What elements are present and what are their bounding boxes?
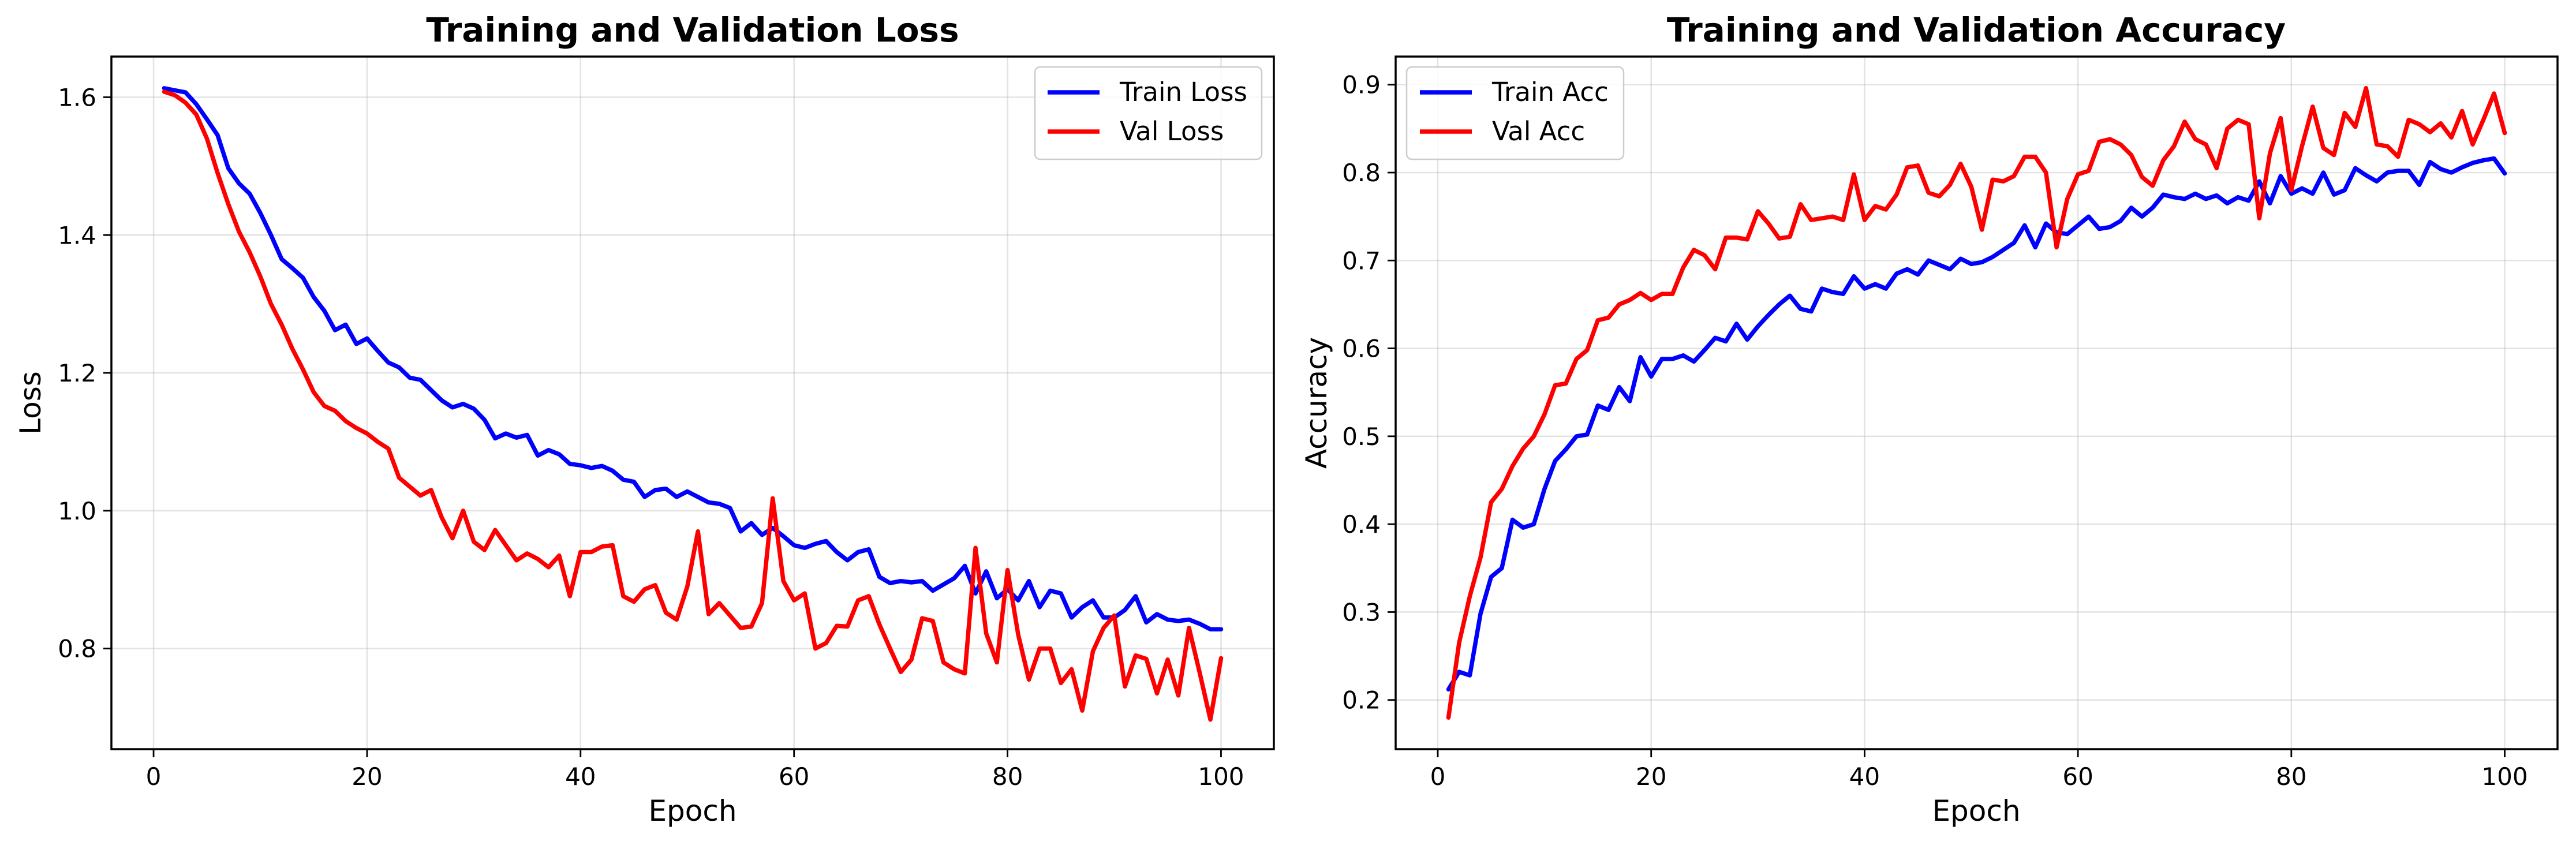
loss-y-tick-label: 1.6 [58, 83, 96, 111]
loss-ticks: 0 20 40 60 80 100 0.8 1.0 1.2 1.4 1.6 [58, 83, 1244, 791]
loss-x-axis-label: Epoch [648, 794, 736, 828]
accuracy-chart: 0 20 40 60 80 100 0.2 0.3 0.4 0.5 0.6 0.7 0.8 0.9 Tra… [1300, 10, 2559, 828]
loss-series-line-val-loss [162, 89, 1224, 722]
acc-y-tick-label: 0.8 [1342, 159, 1381, 187]
loss-x-tick-label: 20 [352, 762, 382, 791]
loss-chart-title: Training and Validation Loss [426, 10, 959, 50]
accuracy-legend: Train Acc Val Acc [1405, 66, 1625, 160]
loss-y-tick-label: 0.8 [58, 635, 96, 663]
loss-gridlines [111, 57, 1274, 749]
loss-legend-label-train: Train Loss [1119, 77, 1247, 107]
acc-y-tick-label: 0.7 [1342, 246, 1381, 275]
loss-chart: 0 20 40 60 80 100 0.8 1.0 1.2 1.4 1.6 Training and… [14, 10, 1275, 828]
loss-y-tick-label: 1.0 [58, 497, 96, 525]
accuracy-y-axis-label: Accuracy [1300, 337, 1333, 469]
acc-y-tick-label: 0.9 [1342, 71, 1381, 99]
acc-y-tick-label: 0.6 [1342, 335, 1381, 363]
loss-y-axis-label: Loss [14, 371, 47, 435]
loss-y-tick-label: 1.2 [58, 359, 96, 387]
loss-legend-box [1034, 66, 1263, 160]
acc-x-tick-label: 100 [2481, 762, 2528, 791]
accuracy-x-axis-label: Epoch [1932, 794, 2020, 828]
loss-x-tick-label: 40 [565, 762, 596, 791]
loss-legend-label-val: Val Loss [1120, 116, 1224, 147]
acc-y-tick-label: 0.2 [1342, 686, 1381, 715]
accuracy-series-group [1446, 86, 2507, 720]
loss-x-tick-label: 60 [779, 762, 809, 791]
accuracy-plot-background [1396, 57, 2558, 749]
acc-x-tick-label: 60 [2062, 762, 2093, 791]
acc-x-tick-label: 40 [1849, 762, 1880, 791]
loss-plot-frame [110, 55, 1275, 750]
loss-series-group [162, 86, 1224, 722]
accuracy-chart-title: Training and Validation Accuracy [1667, 10, 2286, 50]
accuracy-legend-box [1405, 66, 1625, 160]
acc-x-tick-label: 80 [2276, 762, 2306, 791]
acc-series-line-train-acc [1446, 156, 2507, 692]
loss-y-tick-label: 1.4 [58, 221, 96, 249]
accuracy-ticks: 0 20 40 60 80 100 0.2 0.3 0.4 0.5 0.6 0.7 0.8 0.9 [1342, 71, 2528, 791]
loss-series-line-train-loss [162, 86, 1224, 631]
loss-x-tick-label: 100 [1198, 762, 1244, 791]
accuracy-plot-frame [1394, 55, 2559, 750]
acc-y-tick-label: 0.3 [1342, 598, 1381, 626]
loss-plot-background [111, 57, 1274, 749]
accuracy-gridlines [1396, 57, 2558, 749]
acc-x-tick-label: 0 [1430, 762, 1446, 791]
loss-legend: Train Loss Val Loss [1034, 66, 1263, 160]
accuracy-legend-label-train: Train Acc [1491, 77, 1609, 107]
acc-y-tick-label: 0.4 [1342, 510, 1381, 539]
acc-y-tick-label: 0.5 [1342, 422, 1381, 451]
accuracy-legend-label-val: Val Acc [1492, 116, 1585, 147]
loss-x-tick-label: 80 [992, 762, 1023, 791]
acc-series-line-val-acc [1446, 86, 2507, 720]
acc-x-tick-label: 20 [1636, 762, 1666, 791]
loss-x-tick-label: 0 [146, 762, 162, 791]
